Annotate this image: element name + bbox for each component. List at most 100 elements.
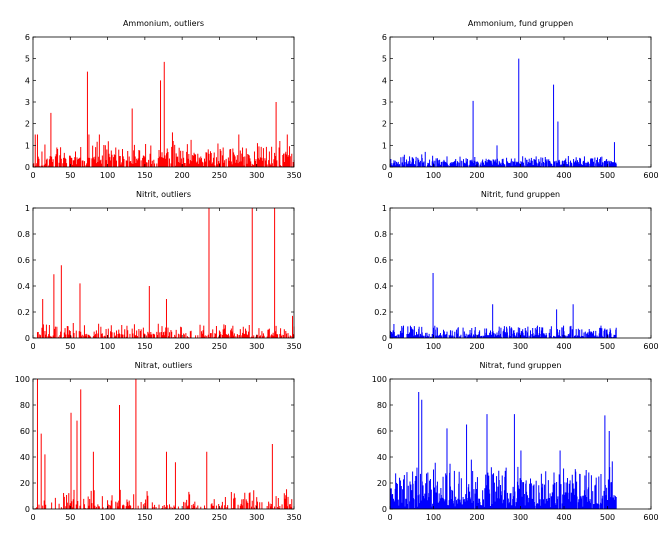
y-tick-label: 5 xyxy=(25,55,30,64)
y-tick-label: 1 xyxy=(382,204,387,213)
y-tick-label: 4 xyxy=(25,76,30,85)
axes-box xyxy=(32,207,295,339)
y-tick-label: 0.4 xyxy=(374,282,387,291)
x-tick-label: 150 xyxy=(137,171,152,180)
x-tick-label: 150 xyxy=(137,513,152,522)
y-tick-label: 100 xyxy=(15,375,30,384)
chart-title: Nitrat, fund gruppen xyxy=(480,361,562,370)
chart-6: 0 100 200 300 400 500 600 0 20 40 60 80 100 Nitrat, f… xyxy=(372,361,659,522)
chart-title: Ammonium, outliers xyxy=(123,19,204,28)
y-tick-label: 60 xyxy=(20,427,30,436)
y-tick-label: 0 xyxy=(25,334,30,343)
y-tick-label: 0 xyxy=(382,505,387,514)
x-tick-label: 200 xyxy=(175,513,190,522)
x-tick-label: 200 xyxy=(469,342,484,351)
y-tick-label: 4 xyxy=(382,76,387,85)
y-tick-label: 0 xyxy=(25,163,30,172)
y-tick-label: 0 xyxy=(382,334,387,343)
y-tick-label: 5 xyxy=(382,55,387,64)
x-tick-label: 400 xyxy=(556,171,571,180)
x-tick-label: 0 xyxy=(30,513,35,522)
x-tick-label: 500 xyxy=(600,513,615,522)
x-tick-label: 50 xyxy=(65,171,75,180)
y-tick-label: 60 xyxy=(377,427,387,436)
chart-title: Nitrit, fund gruppen xyxy=(481,190,560,199)
y-tick-label: 20 xyxy=(377,479,387,488)
chart-4: 0 100 200 300 400 500 600 0 0.2 0.4 0.6 0.8 1 Nitrit,… xyxy=(374,190,658,351)
y-tick-label: 0.6 xyxy=(17,256,30,265)
y-tick-label: 0 xyxy=(25,505,30,514)
x-tick-label: 100 xyxy=(426,342,441,351)
x-tick-label: 0 xyxy=(387,513,392,522)
x-tick-label: 0 xyxy=(387,171,392,180)
y-tick-label: 1 xyxy=(382,141,387,150)
x-tick-label: 350 xyxy=(286,171,301,180)
chart-2: 0 100 200 300 400 500 600 0 1 2 3 4 5 6 Ammonium, fund… xyxy=(382,19,659,180)
x-tick-label: 200 xyxy=(175,342,190,351)
y-tick-label: 0.8 xyxy=(374,230,387,239)
x-tick-label: 100 xyxy=(100,342,115,351)
x-tick-label: 200 xyxy=(175,171,190,180)
y-tick-label: 2 xyxy=(25,120,30,129)
y-tick-label: 40 xyxy=(20,453,30,462)
x-tick-label: 300 xyxy=(513,513,528,522)
axes-box xyxy=(389,36,652,168)
y-tick-label: 1 xyxy=(25,141,30,150)
y-tick-label: 40 xyxy=(377,453,387,462)
y-tick-label: 6 xyxy=(25,33,30,42)
x-tick-label: 200 xyxy=(469,513,484,522)
y-tick-label: 0.2 xyxy=(374,308,387,317)
x-tick-label: 300 xyxy=(249,171,264,180)
y-tick-label: 3 xyxy=(25,98,30,107)
chart-3: 0 50 100 150 200 250 300 350 0 0.2 0.4 0.6 0.8 1 Nitri… xyxy=(17,190,301,351)
axes-box xyxy=(389,207,652,339)
x-tick-label: 0 xyxy=(30,342,35,351)
chart-title: Ammonium, fund gruppen xyxy=(468,19,573,28)
x-tick-label: 0 xyxy=(387,342,392,351)
x-tick-label: 100 xyxy=(426,171,441,180)
x-tick-label: 250 xyxy=(212,513,227,522)
data-bars xyxy=(33,208,295,338)
x-tick-label: 300 xyxy=(513,342,528,351)
y-tick-label: 0.4 xyxy=(17,282,30,291)
x-tick-label: 300 xyxy=(249,342,264,351)
x-tick-label: 100 xyxy=(100,171,115,180)
y-tick-label: 80 xyxy=(377,401,387,410)
x-tick-label: 350 xyxy=(286,342,301,351)
chart-5: 0 50 100 150 200 250 300 350 0 20 40 60 80 100 Nitrat,… xyxy=(15,361,302,522)
x-tick-label: 200 xyxy=(469,171,484,180)
y-tick-label: 100 xyxy=(372,375,387,384)
y-tick-label: 1 xyxy=(25,204,30,213)
y-tick-label: 2 xyxy=(382,120,387,129)
data-bars xyxy=(389,58,617,167)
x-tick-label: 0 xyxy=(30,171,35,180)
chart-title: Nitrit, outliers xyxy=(136,190,191,199)
x-tick-label: 300 xyxy=(249,513,264,522)
x-tick-label: 50 xyxy=(65,513,75,522)
chart-title: Nitrat, outliers xyxy=(135,361,193,370)
y-tick-label: 3 xyxy=(382,98,387,107)
x-tick-label: 600 xyxy=(643,342,658,351)
x-tick-label: 600 xyxy=(643,513,658,522)
y-tick-label: 0.6 xyxy=(374,256,387,265)
data-bars xyxy=(389,273,617,338)
x-tick-label: 100 xyxy=(426,513,441,522)
x-tick-label: 100 xyxy=(100,513,115,522)
x-tick-label: 400 xyxy=(556,513,571,522)
y-tick-label: 0 xyxy=(382,163,387,172)
x-tick-label: 150 xyxy=(137,342,152,351)
y-tick-label: 0.8 xyxy=(17,230,30,239)
data-bars xyxy=(34,379,295,509)
y-tick-label: 20 xyxy=(20,479,30,488)
x-tick-label: 500 xyxy=(600,171,615,180)
axes-box xyxy=(32,36,295,168)
y-tick-label: 80 xyxy=(20,401,30,410)
y-tick-label: 6 xyxy=(382,33,387,42)
y-tick-label: 0.2 xyxy=(17,308,30,317)
x-tick-label: 350 xyxy=(286,513,301,522)
data-bars xyxy=(33,61,295,167)
x-tick-label: 50 xyxy=(65,342,75,351)
x-tick-label: 400 xyxy=(556,342,571,351)
x-tick-label: 250 xyxy=(212,342,227,351)
